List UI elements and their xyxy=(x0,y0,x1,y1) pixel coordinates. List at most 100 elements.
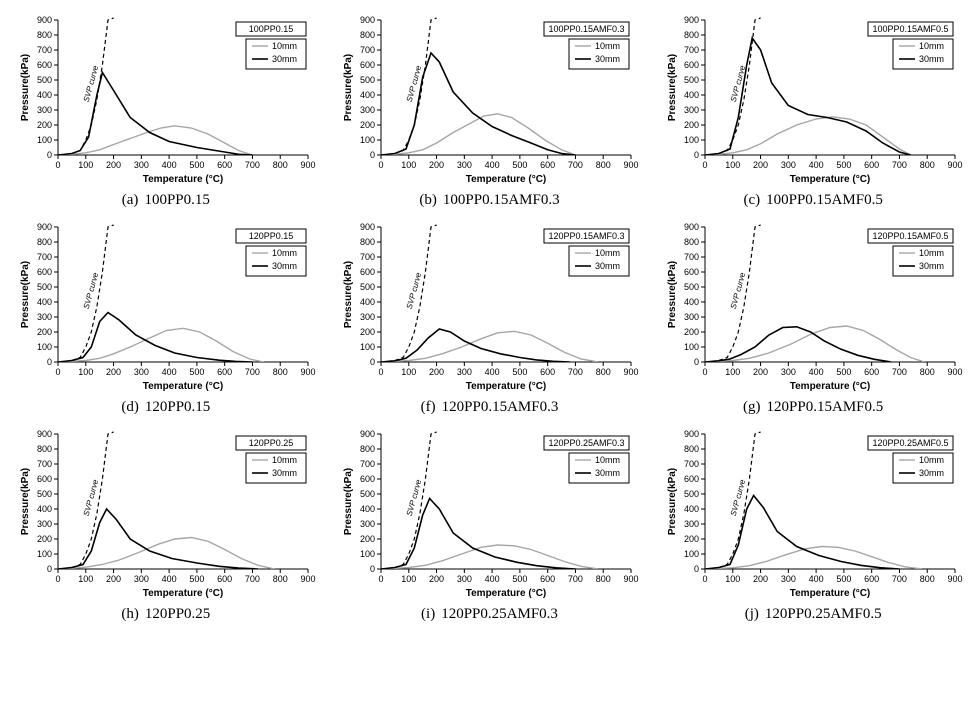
svg-text:0: 0 xyxy=(379,367,384,377)
panel-title: 100PP0.15AMF0.5 xyxy=(873,24,949,34)
panel-g: 0100200300400500600700800900010020030040… xyxy=(657,217,969,416)
svg-text:0: 0 xyxy=(694,564,699,574)
svg-text:100: 100 xyxy=(684,549,699,559)
svg-text:100: 100 xyxy=(360,135,375,145)
svg-text:900: 900 xyxy=(684,15,699,25)
svg-text:200: 200 xyxy=(684,534,699,544)
legend-item: 30mm xyxy=(272,261,297,271)
svg-text:0: 0 xyxy=(55,367,60,377)
y-axis-label: Pressure(kPa) xyxy=(667,261,678,328)
svg-text:500: 500 xyxy=(360,489,375,499)
legend-item: 10mm xyxy=(595,455,620,465)
svg-text:700: 700 xyxy=(568,160,583,170)
svg-text:500: 500 xyxy=(189,367,204,377)
svg-text:200: 200 xyxy=(430,367,445,377)
svg-text:900: 900 xyxy=(360,429,375,439)
svg-text:500: 500 xyxy=(189,574,204,584)
caption-text: 120PP0.15 xyxy=(145,399,210,415)
series-30mm xyxy=(58,509,258,569)
panel-c: 0100200300400500600700800900010020030040… xyxy=(657,10,969,209)
svg-text:800: 800 xyxy=(596,160,611,170)
svg-text:500: 500 xyxy=(513,160,528,170)
svg-text:800: 800 xyxy=(37,30,52,40)
svg-text:900: 900 xyxy=(948,160,963,170)
svg-text:600: 600 xyxy=(684,60,699,70)
svg-text:200: 200 xyxy=(106,574,121,584)
svg-text:800: 800 xyxy=(360,237,375,247)
panel-d: 0100200300400500600700800900010020030040… xyxy=(10,217,322,416)
svg-text:100: 100 xyxy=(78,574,93,584)
svg-text:300: 300 xyxy=(134,160,149,170)
svg-text:300: 300 xyxy=(684,105,699,115)
svg-text:0: 0 xyxy=(703,160,708,170)
svg-text:500: 500 xyxy=(684,282,699,292)
svg-text:0: 0 xyxy=(694,150,699,160)
x-axis-label: Temperature (°C) xyxy=(466,381,547,392)
series-10mm xyxy=(705,117,911,155)
svg-text:100: 100 xyxy=(684,342,699,352)
svg-text:800: 800 xyxy=(37,237,52,247)
svg-text:500: 500 xyxy=(360,282,375,292)
chart-c: 0100200300400500600700800900010020030040… xyxy=(663,10,963,190)
legend-item: 30mm xyxy=(595,54,620,64)
svg-text:200: 200 xyxy=(360,120,375,130)
svg-text:900: 900 xyxy=(684,222,699,232)
svg-text:500: 500 xyxy=(684,75,699,85)
y-axis-label: Pressure(kPa) xyxy=(343,54,354,121)
svg-text:100: 100 xyxy=(37,342,52,352)
svg-text:600: 600 xyxy=(864,367,879,377)
svg-text:900: 900 xyxy=(360,15,375,25)
svg-text:700: 700 xyxy=(360,45,375,55)
caption-label: (d) xyxy=(121,399,139,415)
svg-text:200: 200 xyxy=(106,367,121,377)
svg-text:900: 900 xyxy=(37,15,52,25)
svg-text:400: 400 xyxy=(37,504,52,514)
svg-text:600: 600 xyxy=(37,60,52,70)
svg-text:500: 500 xyxy=(37,489,52,499)
svg-text:100: 100 xyxy=(402,574,417,584)
caption-a: (a)100PP0.15 xyxy=(122,192,210,209)
caption-f: (f)120PP0.15AMF0.3 xyxy=(421,399,559,416)
caption-label: (c) xyxy=(743,192,760,208)
svg-text:500: 500 xyxy=(189,160,204,170)
svg-text:900: 900 xyxy=(37,222,52,232)
panel-title: 120PP0.25 xyxy=(249,438,294,448)
caption-text: 120PP0.25 xyxy=(145,606,210,622)
panel-a: 0100200300400500600700800900010020030040… xyxy=(10,10,322,209)
caption-label: (g) xyxy=(743,399,761,415)
svg-text:300: 300 xyxy=(37,312,52,322)
chart-j: 0100200300400500600700800900010020030040… xyxy=(663,424,963,604)
svg-text:300: 300 xyxy=(684,312,699,322)
svg-text:700: 700 xyxy=(360,252,375,262)
svg-text:300: 300 xyxy=(37,105,52,115)
caption-g: (g)120PP0.15AMF0.5 xyxy=(743,399,883,416)
svg-text:100: 100 xyxy=(78,160,93,170)
y-axis-label: Pressure(kPa) xyxy=(20,261,31,328)
svg-text:400: 400 xyxy=(809,160,824,170)
svg-text:600: 600 xyxy=(37,474,52,484)
svg-text:400: 400 xyxy=(161,367,176,377)
svg-text:800: 800 xyxy=(596,367,611,377)
svg-text:200: 200 xyxy=(753,367,768,377)
chart-d: 0100200300400500600700800900010020030040… xyxy=(16,217,316,397)
svg-text:500: 500 xyxy=(837,574,852,584)
svg-text:400: 400 xyxy=(161,160,176,170)
svg-text:700: 700 xyxy=(568,367,583,377)
caption-label: (f) xyxy=(421,399,436,415)
svg-text:600: 600 xyxy=(541,160,556,170)
svg-text:400: 400 xyxy=(360,297,375,307)
series-10mm xyxy=(381,331,598,362)
panel-title: 100PP0.15AMF0.3 xyxy=(549,24,625,34)
svg-text:300: 300 xyxy=(457,574,472,584)
svg-text:300: 300 xyxy=(457,367,472,377)
x-axis-label: Temperature (°C) xyxy=(143,381,224,392)
svg-text:600: 600 xyxy=(37,267,52,277)
svg-text:400: 400 xyxy=(684,504,699,514)
chart-a: 0100200300400500600700800900010020030040… xyxy=(16,10,316,190)
svg-text:400: 400 xyxy=(37,297,52,307)
svg-text:200: 200 xyxy=(360,534,375,544)
caption-text: 100PP0.15AMF0.3 xyxy=(443,192,560,208)
svg-text:400: 400 xyxy=(485,574,500,584)
svg-text:200: 200 xyxy=(430,574,445,584)
svg-text:800: 800 xyxy=(360,444,375,454)
